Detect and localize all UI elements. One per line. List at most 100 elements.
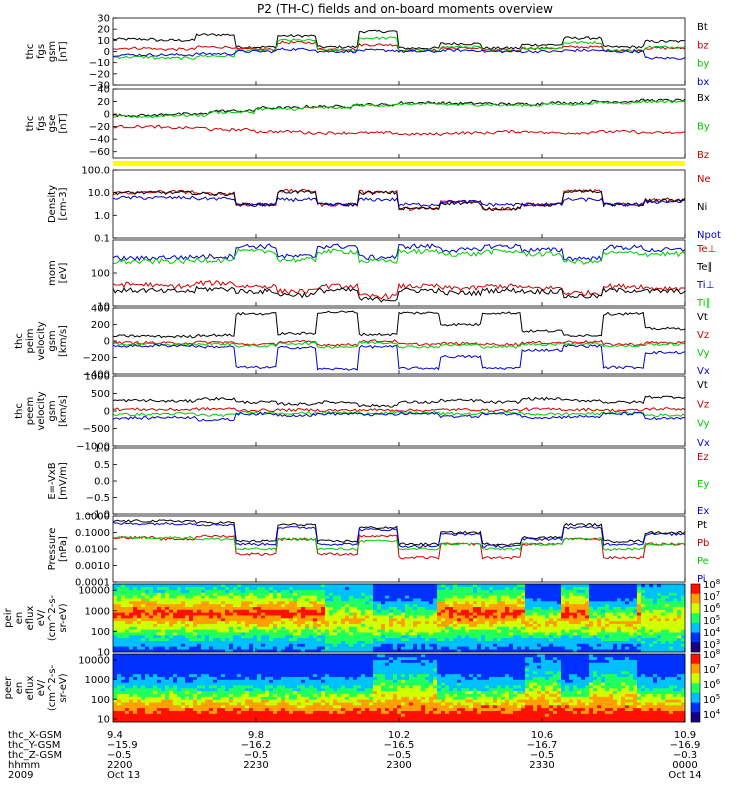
spectrogram-cell	[173, 663, 177, 666]
spectrogram-cell	[261, 641, 265, 644]
spectrogram-cell	[665, 638, 669, 641]
spectrogram-cell	[665, 624, 669, 627]
spectrogram-cell	[269, 612, 273, 615]
spectrogram-cell	[241, 665, 245, 668]
spectrogram-cell	[425, 601, 429, 604]
spectrogram-cell	[609, 598, 613, 601]
spectrogram-cell	[201, 697, 205, 700]
spectrogram-cell	[361, 624, 365, 627]
spectrogram-cell	[221, 646, 225, 649]
spectrogram-cell	[121, 674, 125, 677]
spectrogram-cell	[257, 699, 261, 702]
spectrogram-cell	[225, 598, 229, 601]
spectrogram-cell	[525, 621, 529, 624]
spectrogram-cell	[153, 665, 157, 668]
spectrogram-cell	[517, 584, 521, 587]
spectrogram-cell	[273, 601, 277, 604]
spectrogram-cell	[217, 621, 221, 624]
panel-frame	[113, 448, 685, 514]
spectrogram-cell	[117, 682, 121, 685]
spectrogram-cell	[357, 604, 361, 607]
spectrogram-cell	[145, 593, 149, 596]
spectrogram-cell	[233, 682, 237, 685]
spectrogram-cell	[193, 618, 197, 621]
spectrogram-cell	[249, 665, 253, 668]
spectrogram-cell	[197, 584, 201, 587]
spectrogram-cell	[325, 641, 329, 644]
spectrogram-cell	[325, 635, 329, 638]
spectrogram-cell	[329, 629, 333, 632]
legend-entry-0: Bt	[697, 22, 708, 33]
spectrogram-cell	[261, 587, 265, 590]
spectrogram-cell	[221, 595, 225, 598]
spectrogram-cell	[497, 615, 501, 618]
spectrogram-cell	[125, 587, 129, 590]
spectrogram-cell	[417, 632, 421, 635]
spectrogram-cell	[629, 607, 633, 610]
spectrogram-cell	[125, 593, 129, 596]
spectrogram-cell	[197, 598, 201, 601]
spectrogram-cell	[137, 657, 141, 660]
spectrogram-cell	[245, 697, 249, 700]
spectrogram-cell	[185, 711, 189, 714]
spectrogram-cell	[249, 671, 253, 674]
spectrogram-cell	[297, 584, 301, 587]
spectrogram-cell	[485, 646, 489, 649]
spectrogram-cell	[301, 660, 305, 663]
spectrogram-cell	[365, 584, 369, 587]
spectrogram-cell	[297, 593, 301, 596]
spectrogram-cell	[257, 660, 261, 663]
spectrogram-cell	[393, 595, 397, 598]
spectrogram-cell	[161, 685, 165, 688]
spectrogram-cell	[321, 604, 325, 607]
spectrogram-cell	[517, 641, 521, 644]
spectrogram-cell	[349, 629, 353, 632]
spectrogram-cell	[161, 663, 165, 666]
spectrogram-cell	[305, 668, 309, 671]
spectrogram-cell	[169, 702, 173, 705]
spectrogram-cell	[605, 601, 609, 604]
spectrogram-cell	[561, 612, 565, 615]
spectrogram-cell	[321, 668, 325, 671]
spectrogram-cell	[245, 624, 249, 627]
spectrogram-cell	[261, 665, 265, 668]
spectrogram-cell	[661, 638, 665, 641]
spectrogram-cell	[601, 598, 605, 601]
spectrogram-cell	[213, 708, 217, 711]
spectrogram-cell	[389, 612, 393, 615]
spectrogram-cell	[541, 635, 545, 638]
spectrogram-cell	[253, 607, 257, 610]
spectrogram-cell	[425, 607, 429, 610]
spectrogram-cell	[137, 677, 141, 680]
spectrogram-cell	[317, 671, 321, 674]
spectrogram-cell	[537, 641, 541, 644]
spectrogram-cell	[569, 618, 573, 621]
spectrogram-cell	[141, 671, 145, 674]
spectrogram-cell	[193, 682, 197, 685]
spectrogram-cell	[277, 680, 281, 683]
spectrogram-cell	[205, 601, 209, 604]
spectrogram-cell	[285, 590, 289, 593]
spectrogram-cell	[145, 711, 149, 714]
spectrogram-cell	[605, 612, 609, 615]
spectrogram-cell	[477, 646, 481, 649]
spectrogram-cell	[329, 671, 333, 674]
spectrogram-cell	[165, 590, 169, 593]
spectrogram-cell	[117, 621, 121, 624]
spectrogram-cell	[113, 665, 117, 668]
spectrogram-cell	[637, 612, 641, 615]
spectrogram-cell	[261, 702, 265, 705]
spectrogram-cell	[289, 641, 293, 644]
spectrogram-cell	[381, 598, 385, 601]
spectrogram-cell	[253, 584, 257, 587]
spectrogram-cell	[229, 587, 233, 590]
spectrogram-cell	[625, 615, 629, 618]
spectrogram-cell	[381, 627, 385, 630]
spectrogram-cell	[517, 604, 521, 607]
spectrogram-cell	[677, 621, 681, 624]
spectrogram-cell	[161, 716, 165, 719]
spectrogram-cell	[349, 615, 353, 618]
spectrogram-cell	[113, 587, 117, 590]
spectrogram-cell	[593, 593, 597, 596]
spectrogram-cell	[669, 604, 673, 607]
